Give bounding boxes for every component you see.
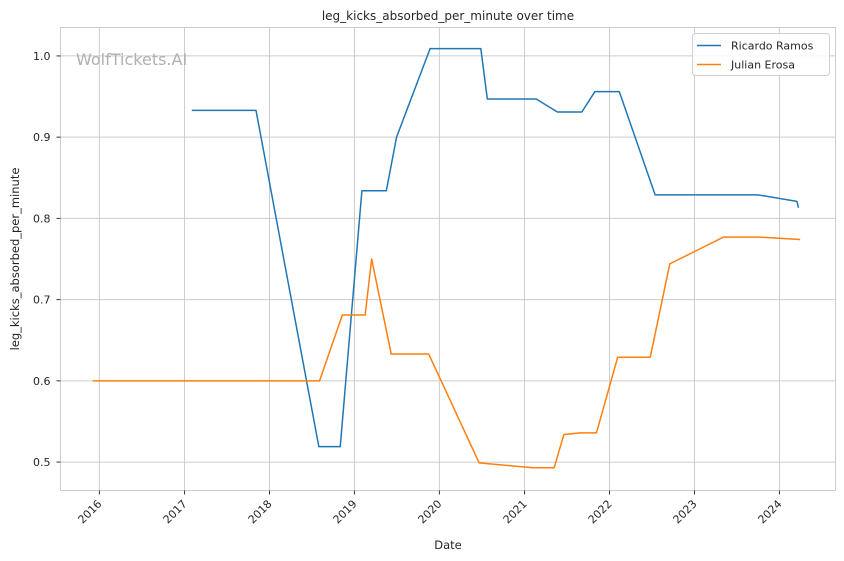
chart-title: leg_kicks_absorbed_per_minute over time	[322, 9, 574, 23]
series-lines	[92, 47, 801, 469]
y-tick-label: 0.6	[33, 375, 51, 388]
x-axis-title: Date	[434, 538, 462, 552]
series-line-1	[191, 47, 800, 448]
series-line-2	[92, 236, 801, 469]
y-tick-label: 0.5	[33, 456, 51, 469]
legend-label: Julian Erosa	[730, 59, 795, 72]
y-axis-title: leg_kicks_absorbed_per_minute	[8, 168, 22, 351]
plot-frame	[60, 27, 836, 491]
legend-box	[692, 33, 830, 76]
watermark: WolfTickets.AI	[76, 50, 187, 69]
legend-label: Ricardo Ramos	[731, 40, 814, 53]
y-tick-label: 0.8	[33, 212, 51, 225]
y-axis-ticks: 0.5 0.6 0.7 0.8 0.9 1.0	[33, 50, 61, 469]
y-tick-label: 1.0	[33, 50, 51, 63]
y-tick-label: 0.7	[33, 294, 51, 307]
y-tick-label: 0.9	[33, 131, 51, 144]
legend: Ricardo Ramos Julian Erosa	[692, 33, 830, 76]
